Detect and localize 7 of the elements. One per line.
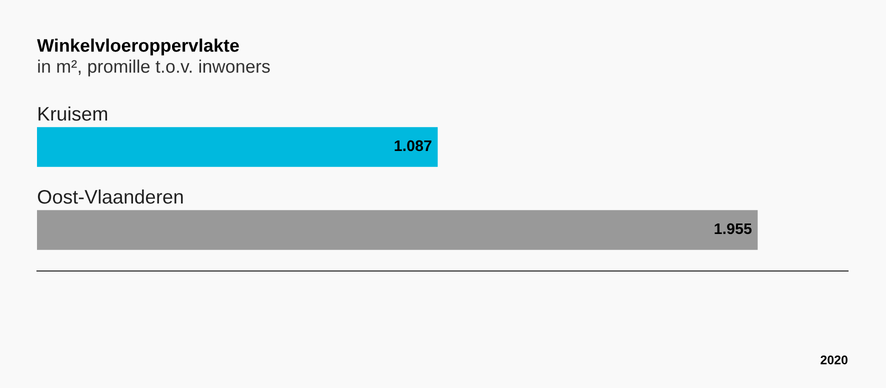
- data-label: 1.955: [714, 223, 752, 234]
- chart-subtitle: in m², promille t.o.v. inwoners: [38, 60, 270, 76]
- data-label: 1.087: [394, 140, 432, 152]
- y-tick-label: Oost-Vlaanderen: [38, 189, 183, 204]
- y-tick-label: Kruisem: [38, 106, 108, 121]
- chart-title: Winkelvloeroppervlakte: [37, 38, 239, 56]
- text: 2020: [820, 356, 848, 364]
